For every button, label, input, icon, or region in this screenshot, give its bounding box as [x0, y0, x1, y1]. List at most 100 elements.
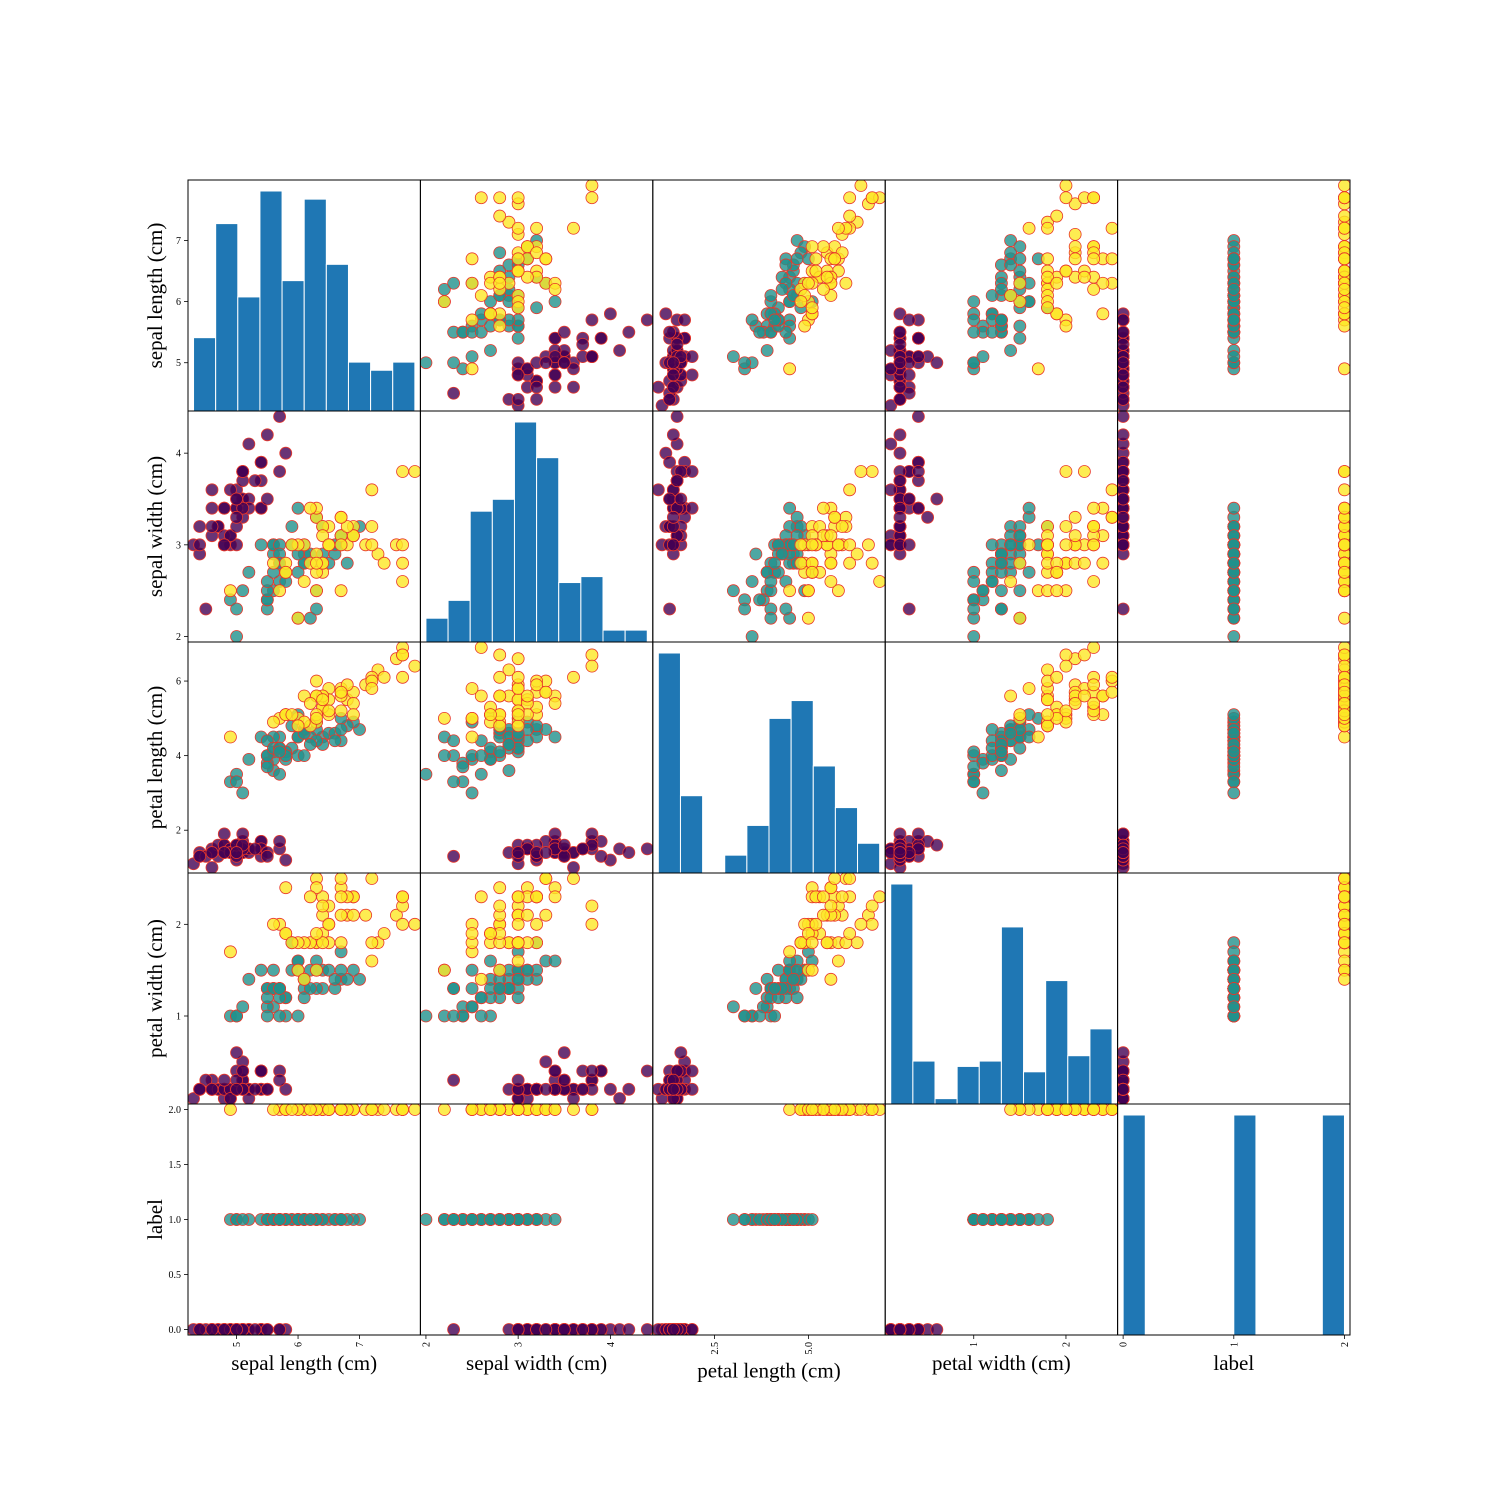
point	[511, 264, 525, 278]
point	[447, 982, 461, 995]
point	[236, 1000, 250, 1014]
point	[273, 745, 287, 759]
point	[1105, 252, 1118, 266]
point	[1117, 492, 1130, 506]
point	[236, 1213, 250, 1226]
point	[511, 846, 525, 859]
point	[267, 963, 280, 977]
point	[659, 307, 673, 321]
point	[902, 492, 916, 506]
point	[493, 246, 507, 260]
point	[465, 1213, 479, 1226]
x-axis-label: sepal length (cm)	[231, 1351, 377, 1375]
point	[1338, 319, 1350, 333]
point	[396, 556, 409, 570]
point	[666, 1323, 680, 1335]
point	[456, 760, 470, 774]
point	[1087, 501, 1101, 515]
panel-content	[420, 642, 653, 873]
y-axis-label: petal width (cm)	[143, 919, 167, 1058]
point	[794, 556, 808, 570]
panel-content	[652, 180, 886, 411]
point	[303, 697, 317, 710]
point	[1117, 538, 1130, 552]
point	[967, 760, 981, 774]
point	[828, 1104, 842, 1116]
point	[576, 1323, 590, 1335]
point	[493, 276, 507, 290]
point	[1105, 1104, 1118, 1116]
point	[260, 849, 274, 863]
point	[303, 501, 317, 515]
point	[267, 715, 280, 729]
point	[303, 738, 317, 751]
point	[893, 307, 907, 321]
point	[1068, 252, 1082, 266]
point	[334, 890, 348, 904]
point	[273, 1323, 287, 1335]
point	[230, 510, 243, 524]
point	[1338, 209, 1350, 223]
point	[511, 221, 525, 235]
point	[316, 936, 330, 950]
point	[1227, 726, 1241, 740]
point	[297, 991, 311, 1005]
point	[396, 917, 409, 931]
point	[1338, 730, 1350, 744]
point	[511, 331, 525, 345]
point	[1117, 827, 1130, 841]
point	[764, 289, 778, 302]
point	[663, 455, 676, 469]
point	[1068, 227, 1082, 241]
point	[279, 881, 293, 895]
point	[530, 246, 543, 260]
point	[1227, 775, 1241, 789]
point	[1013, 529, 1027, 543]
point	[340, 972, 354, 986]
point	[753, 1009, 767, 1023]
point	[1059, 264, 1073, 278]
hist-bar	[912, 1060, 936, 1104]
point	[576, 337, 590, 351]
point	[230, 1323, 243, 1335]
point	[1087, 642, 1101, 654]
point	[437, 963, 451, 977]
point	[794, 295, 808, 309]
x-tick-label: 6	[294, 1342, 305, 1347]
point	[1338, 191, 1350, 205]
point	[805, 1104, 819, 1116]
point	[873, 575, 886, 588]
point	[1059, 465, 1073, 478]
point	[1338, 873, 1350, 885]
point	[585, 191, 599, 205]
point	[1338, 483, 1350, 497]
point	[217, 501, 231, 515]
point	[484, 954, 497, 968]
point	[236, 584, 250, 598]
point	[779, 602, 793, 616]
hist-bar	[303, 198, 327, 411]
point	[1050, 670, 1064, 684]
point	[726, 350, 740, 364]
point	[408, 465, 421, 478]
y-tick-label: 2	[176, 920, 181, 931]
point	[749, 547, 763, 561]
point	[685, 501, 699, 515]
point	[520, 963, 534, 977]
point	[685, 368, 699, 382]
hist-bar	[834, 807, 859, 873]
panel-content	[652, 1104, 886, 1335]
point	[242, 1092, 256, 1104]
point	[465, 711, 479, 725]
point	[273, 411, 287, 423]
point	[912, 501, 925, 515]
point	[1004, 726, 1018, 740]
point	[1117, 602, 1130, 616]
point	[930, 356, 944, 370]
point	[493, 1213, 507, 1226]
hist-bar	[237, 296, 261, 411]
point	[670, 337, 684, 351]
point	[334, 584, 348, 598]
point	[666, 510, 680, 524]
point	[805, 301, 819, 315]
